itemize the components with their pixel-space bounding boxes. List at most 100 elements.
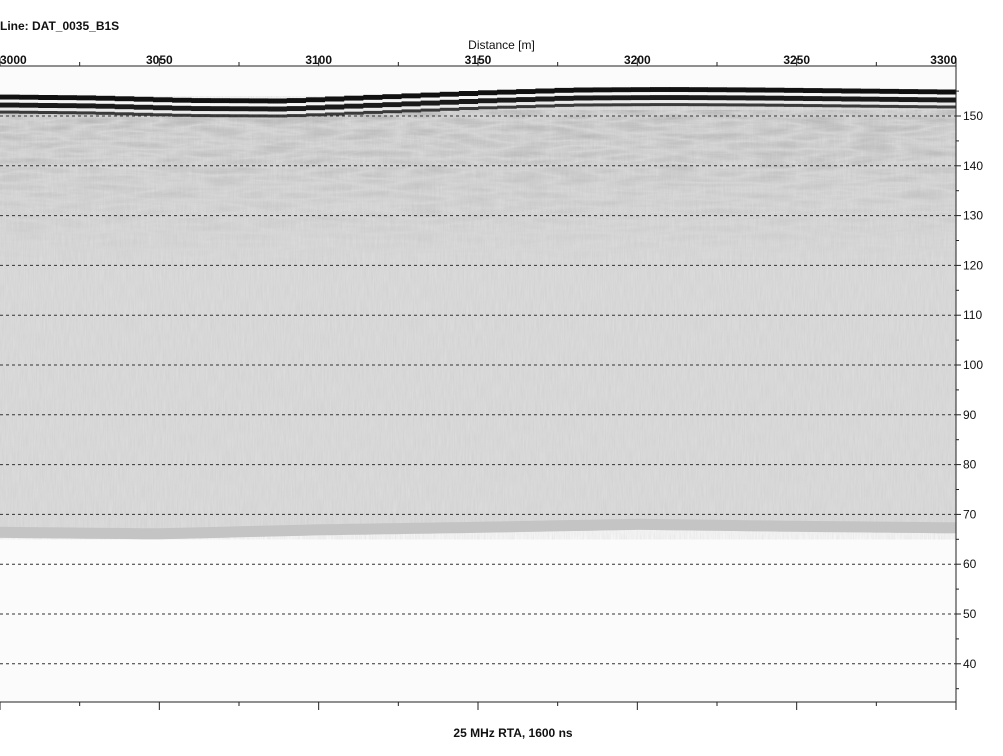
y-tick-label: 70 [963,507,977,521]
surface-reflection-segment [229,106,249,112]
surface-reflection-segment [516,89,536,95]
surface-reflection-segment [19,99,39,103]
shallow-reflections [0,110,956,270]
surface-reflection-segment [0,110,20,114]
surface-reflection-segment [38,100,58,103]
surface-reflection-segment [611,103,632,107]
surface-reflection-segment [554,87,575,93]
surface-reflection-segment [611,87,632,93]
surface-reflection-segment [478,106,498,110]
surface-reflection-segment [478,103,498,107]
surface-reflection-segment [898,97,919,103]
surface-reflection-segment [783,92,804,96]
surface-reflection-segment [707,100,727,104]
surface-reflection-segment [172,105,192,111]
surface-reflection-segment [573,103,594,107]
surface-reflection-segment [592,92,613,96]
surface-reflection-segment [458,107,479,110]
surface-reflection-segment [401,93,422,99]
surface-reflection-segment [76,103,97,109]
surface-reflection-segment [879,101,900,105]
surface-reflection-segment [382,94,402,100]
surface-reflection-segment [0,99,20,103]
surface-reflection-segment [153,113,173,117]
surface-reflection-segment [478,95,498,99]
surface-reflection-segment [707,92,727,96]
surface-reflection-segment [669,92,689,96]
y-axis: 150 140 130 120 110 100 90 80 70 60 50 40 [955,66,983,702]
surface-reflection-segment [76,100,97,104]
surface-reflection-segment [19,94,39,100]
surface-reflection-segment [803,93,823,97]
surface-reflection-segment [936,94,956,98]
surface-reflection-segment [860,104,880,108]
surface-reflection-segment [898,89,919,95]
surface-reflection-segment [592,103,613,107]
surface-reflection-segment [478,98,498,104]
surface-reflection-segment [822,93,842,97]
surface-reflection-segment [592,100,613,104]
surface-reflection-segment [19,110,39,114]
surface-reflection-segment [936,97,956,103]
surface-reflection-segment [172,97,192,103]
surface-reflection-segment [38,95,58,100]
surface-reflection-segment [248,106,269,112]
surface-reflection-segment [210,103,230,107]
surface-reflection-segment [401,101,422,107]
x-tick-label: 3000 [0,53,27,67]
surface-reflection-segment [535,93,555,97]
surface-reflection-segment [401,98,422,102]
surface-reflection-segment [573,87,594,93]
surface-reflection-segment [573,100,594,104]
surface-reflection-segment [803,88,823,94]
y-tick-label: 110 [963,308,982,322]
surface-reflection-segment [114,109,135,113]
surface-reflection-segment [229,98,249,104]
surface-reflection-segment [631,87,651,93]
surface-reflection-segment [19,102,39,108]
surface-reflection-segment [191,98,211,104]
surface-reflection-segment [229,111,249,115]
surface-reflection-segment [153,110,173,114]
surface-reflection-segment [76,111,97,115]
surface-reflection-segment [535,88,555,94]
surface-reflection-segment [822,104,842,108]
surface-reflection-segment [478,90,498,96]
surface-reflection-segment [879,96,900,102]
surface-reflection-segment [573,92,594,96]
x-tick-label: 3250 [783,53,810,67]
surface-reflection-segment [841,88,861,94]
surface-reflection-segment [554,100,575,104]
surface-reflection-segment [248,111,269,115]
surface-reflection-segment [611,92,632,96]
surface-reflection-segment [573,95,594,101]
surface-reflection-segment [669,95,689,101]
surface-reflection-segment [95,103,116,109]
surface-reflection-segment [57,100,77,104]
surface-reflection-segment [764,87,785,93]
chart-footer: 25 MHz RTA, 1600 ns [453,726,573,740]
surface-reflection-segment [764,95,785,101]
surface-reflection-segment [248,98,269,104]
surface-reflection-segment [535,101,555,105]
surface-reflection-segment [936,102,956,106]
surface-reflection-segment [707,103,727,107]
surface-reflection-segment [38,111,58,114]
surface-reflection-segment [267,98,288,104]
surface-reflection-segment [650,95,670,101]
surface-reflection-segment [363,102,383,108]
surface-reflection-segment [439,99,460,105]
surface-reflection-segment [382,107,402,111]
surface-reflection-segment [554,92,575,96]
surface-reflection-segment [898,105,919,109]
x-axis: 3000 3050 3100 3150 3200 3250 3300 [0,53,957,710]
surface-reflection-segment [745,100,766,104]
surface-reflection-segment [439,91,460,97]
surface-reflection-segment [76,108,97,112]
surface-reflection-segment [879,88,900,94]
surface-reflection-segment [172,102,192,106]
surface-reflection-segment [917,94,938,98]
surface-reflection-segment [650,103,670,107]
surface-reflection-segment [516,102,536,106]
